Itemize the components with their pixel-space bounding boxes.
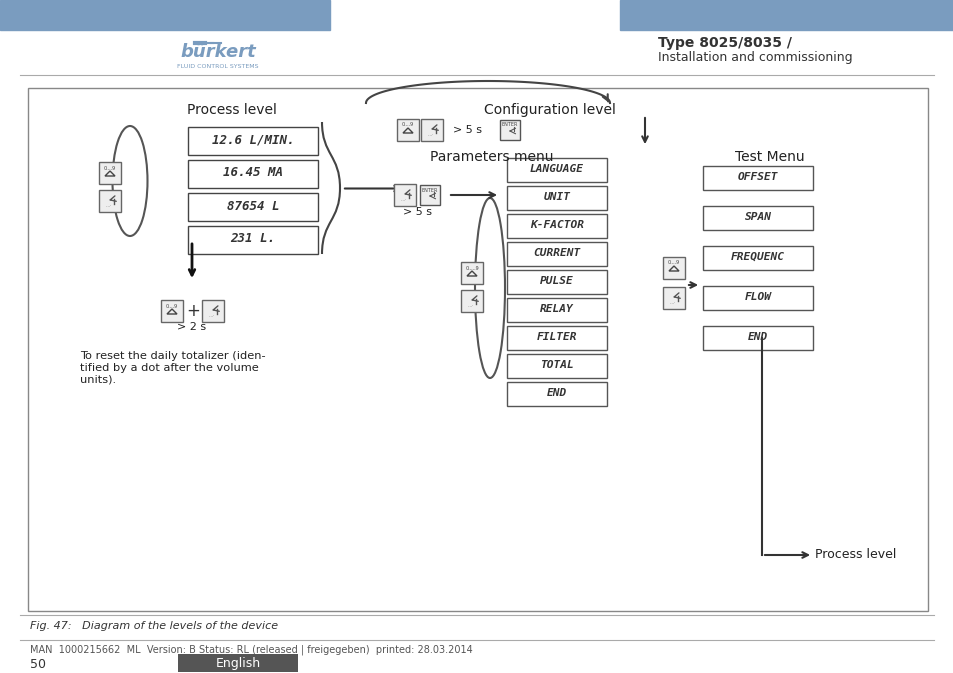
Text: OFFSET: OFFSET [737,172,778,182]
Bar [188,193,317,221]
Bar [702,286,812,310]
Text: To reset the daily totalizer (iden-
tified by a dot after the volume
units).: To reset the daily totalizer (iden- tifi… [80,351,265,384]
FancyBboxPatch shape [460,262,482,284]
Text: ENTER: ENTER [501,122,517,127]
FancyBboxPatch shape [662,287,684,309]
Text: 0....9: 0....9 [667,260,679,266]
Text: FLUID CONTROL SYSTEMS: FLUID CONTROL SYSTEMS [177,63,258,69]
Text: SPAN: SPAN [743,212,771,222]
Bar [506,158,606,182]
Bar [506,242,606,266]
Text: > 5 s: > 5 s [453,125,481,135]
Text: TOTAL: TOTAL [539,360,574,370]
Bar [188,226,317,254]
Text: END: END [747,332,767,342]
FancyBboxPatch shape [499,120,519,140]
Text: Process level: Process level [814,548,896,561]
Text: English: English [215,656,260,670]
Text: Installation and commissioning: Installation and commissioning [658,52,852,65]
Text: ....·: ....· [106,204,112,208]
Text: Configuration level: Configuration level [483,103,616,117]
Text: Parameters menu: Parameters menu [430,150,553,164]
Bar [28,88,927,611]
Text: > 2 s: > 2 s [177,322,207,332]
Bar [506,326,606,350]
FancyBboxPatch shape [396,119,418,141]
FancyBboxPatch shape [419,185,439,205]
Text: 0....9: 0....9 [401,122,414,127]
Bar [0,0,330,30]
Bar [506,298,606,322]
FancyBboxPatch shape [420,119,442,141]
Text: FLOW: FLOW [743,292,771,302]
Text: bürkert: bürkert [180,43,255,61]
FancyBboxPatch shape [662,257,684,279]
Bar [178,654,297,672]
Text: FREQUENC: FREQUENC [730,252,784,262]
Bar [188,160,317,188]
Bar [702,246,812,270]
Text: ENTER: ENTER [421,188,437,192]
Bar [506,186,606,210]
Text: 0.....9: 0.....9 [465,266,478,271]
Text: PULSE: PULSE [539,276,574,286]
FancyBboxPatch shape [99,162,121,184]
Text: ....·: ....· [209,314,214,318]
Text: 0....9: 0....9 [166,304,178,308]
Text: Type 8025/8035 /: Type 8025/8035 / [658,36,791,50]
FancyBboxPatch shape [394,184,416,206]
Bar [619,0,953,30]
Text: 87654 L: 87654 L [227,199,279,213]
Text: END: END [546,388,566,398]
Text: MAN  1000215662  ML  Version: B Status: RL (released | freigegeben)  printed: 28: MAN 1000215662 ML Version: B Status: RL … [30,645,473,656]
Text: CURRENT: CURRENT [533,248,580,258]
Text: RELAY: RELAY [539,304,574,314]
Text: ....·: ....· [467,304,474,308]
Text: +: + [186,302,200,320]
Bar [506,382,606,406]
Bar [506,270,606,294]
Text: UNIT: UNIT [543,192,570,202]
Bar [506,214,606,238]
Text: ....·: ....· [428,133,434,137]
Bar [702,166,812,190]
Bar [702,326,812,350]
Text: ....·: ....· [400,198,407,202]
Text: 0....9: 0....9 [104,166,116,170]
Bar [506,354,606,378]
FancyBboxPatch shape [99,190,121,212]
Text: K-FACTOR: K-FACTOR [530,220,583,230]
Text: Process level: Process level [187,103,276,117]
Text: Test Menu: Test Menu [735,150,804,164]
FancyBboxPatch shape [460,290,482,312]
Text: ....·: ....· [669,301,676,305]
Text: Fig. 47:   Diagram of the levels of the device: Fig. 47: Diagram of the levels of the de… [30,621,278,631]
Text: 231 L.: 231 L. [231,232,275,246]
FancyBboxPatch shape [161,300,183,322]
Text: > 5 s: > 5 s [403,207,432,217]
Text: FILTER: FILTER [537,332,577,342]
Bar [188,127,317,155]
FancyBboxPatch shape [202,300,224,322]
Text: 50: 50 [30,658,46,670]
Bar [702,206,812,230]
Text: 16.45 MA: 16.45 MA [223,166,283,180]
Text: 12.6 L/MIN.: 12.6 L/MIN. [212,133,294,147]
Text: LANGUAGE: LANGUAGE [530,164,583,174]
